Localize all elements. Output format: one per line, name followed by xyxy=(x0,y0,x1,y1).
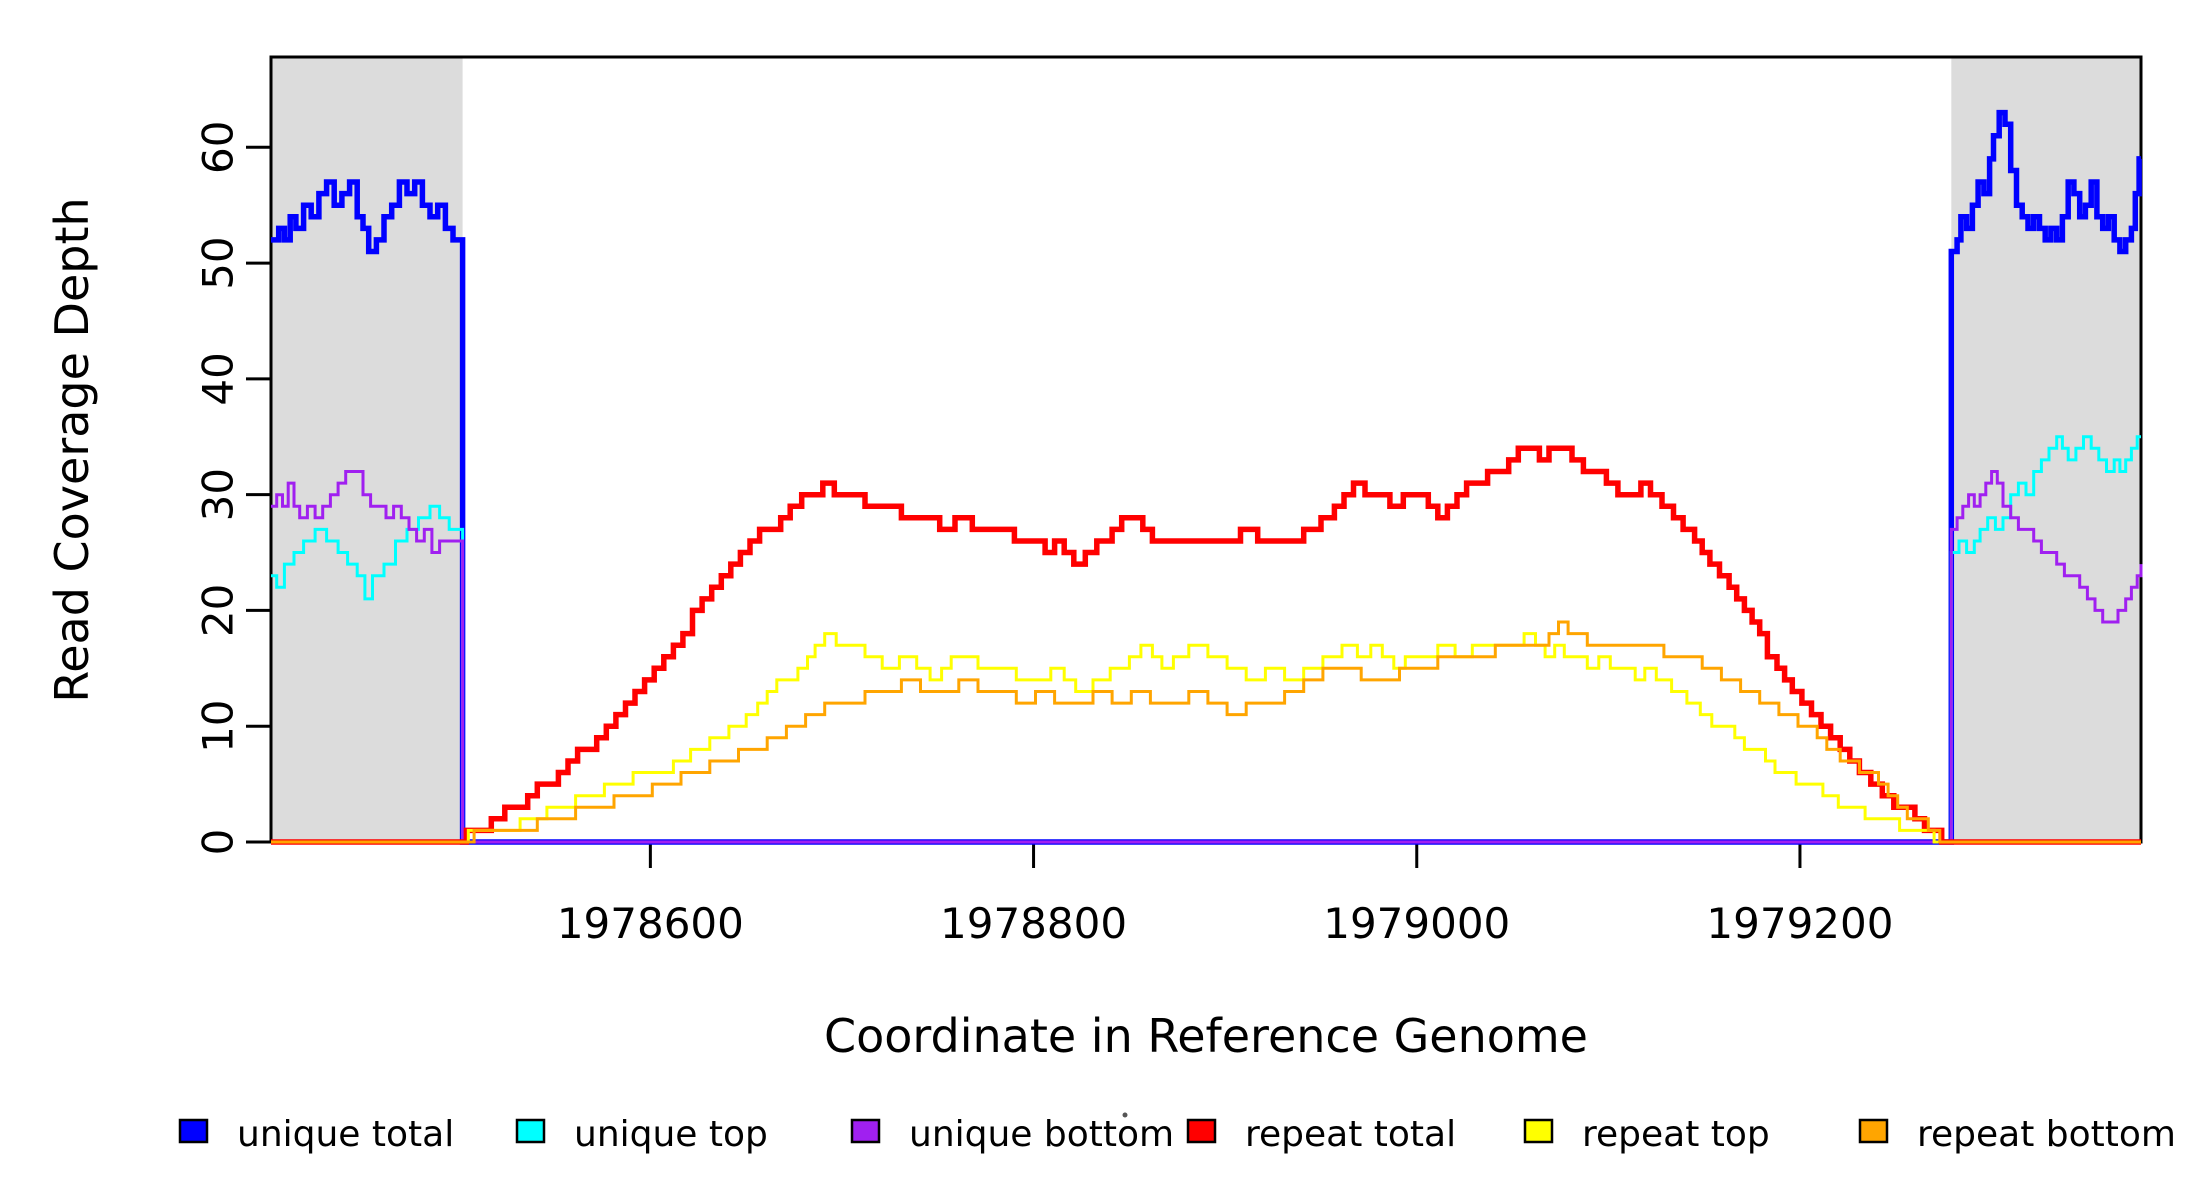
x-axis-tick-label: 1979000 xyxy=(1323,899,1510,948)
legend-label: unique total xyxy=(237,1114,454,1155)
y-axis-tick-label: 40 xyxy=(194,352,243,405)
axis-ticks-layer: 1978600 1978800 1979000 1979200 0 10 20 30 40 50 6… xyxy=(194,121,1894,948)
legend-label: repeat top xyxy=(1582,1114,1770,1155)
series-lines-layer xyxy=(271,109,2143,845)
shaded-region-left xyxy=(271,57,463,842)
legend-swatch-repeat-top xyxy=(1523,1118,1554,1144)
series-line-repeat-bottom xyxy=(271,620,2141,844)
plot-border-box xyxy=(269,55,2143,844)
y-axis-tick-label: 60 xyxy=(194,121,243,174)
stray-dot-artifact xyxy=(1122,1112,1128,1118)
series-line-unique-bottom xyxy=(271,470,2143,844)
series-line-repeat-total xyxy=(271,445,2141,845)
y-axis-tick-label: 10 xyxy=(194,699,243,752)
legend-label: repeat total xyxy=(1245,1114,1456,1155)
series-line-unique-total xyxy=(271,109,2142,845)
y-axis-tick-label: 30 xyxy=(194,468,243,521)
legend-item-repeat-bottom: repeat bottom xyxy=(1858,1114,2176,1155)
series-line-repeat-top xyxy=(271,632,2141,844)
legend-item-repeat-top: repeat top xyxy=(1523,1114,1770,1155)
legend-swatch-repeat-bottom xyxy=(1858,1118,1889,1144)
shaded-regions-layer xyxy=(271,57,2141,842)
legend: unique total unique top unique bottom repea… xyxy=(178,1112,2176,1155)
legend-item-repeat-total: repeat total xyxy=(1186,1114,1456,1155)
legend-swatch-unique-bottom xyxy=(850,1118,881,1144)
y-axis-title: Read Coverage Depth xyxy=(45,197,99,702)
legend-item-unique-top: unique top xyxy=(515,1114,768,1155)
x-axis-tick-label: 1978600 xyxy=(557,899,744,948)
x-axis-tick-label: 1978800 xyxy=(940,899,1127,948)
series-line-unique-top xyxy=(271,435,2141,844)
shaded-region-right xyxy=(1951,57,2141,842)
y-axis-tick-label: 20 xyxy=(194,584,243,637)
legend-swatch-unique-total xyxy=(178,1118,209,1144)
legend-label: repeat bottom xyxy=(1917,1114,2176,1155)
legend-swatch-repeat-total xyxy=(1186,1118,1217,1144)
legend-label: unique bottom xyxy=(909,1114,1174,1155)
legend-swatch-unique-top xyxy=(515,1118,546,1144)
x-axis-title: Coordinate in Reference Genome xyxy=(824,1009,1588,1063)
legend-item-unique-total: unique total xyxy=(178,1114,454,1155)
x-axis-tick-label: 1979200 xyxy=(1706,899,1893,948)
y-axis-tick-label: 0 xyxy=(194,829,243,856)
y-axis-tick-label: 50 xyxy=(194,236,243,289)
legend-label: unique top xyxy=(574,1114,768,1155)
legend-item-unique-bottom: unique bottom xyxy=(850,1114,1174,1155)
